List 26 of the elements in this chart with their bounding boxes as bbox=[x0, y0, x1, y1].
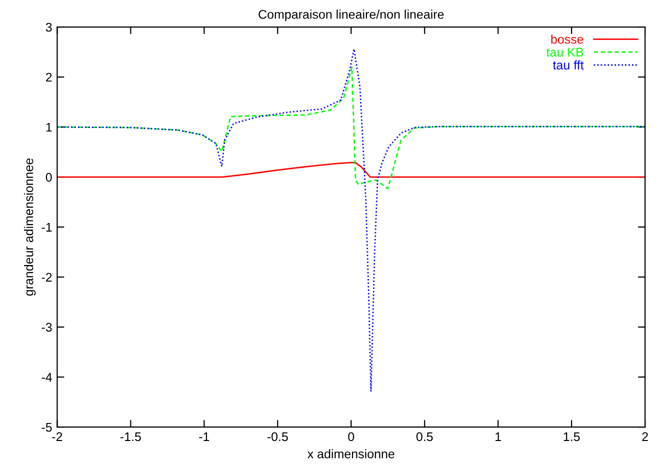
y-tick-label: -1 bbox=[42, 222, 52, 232]
x-tick-label: -1 bbox=[199, 432, 210, 441]
x-tick-label: -2 bbox=[52, 432, 62, 441]
x-tick-label: -1.5 bbox=[120, 432, 141, 442]
legend-label: bosse bbox=[551, 34, 584, 44]
y-tick-label: 0 bbox=[46, 172, 52, 182]
x-axis-title: x adimensionne bbox=[307, 449, 394, 458]
legend-label: tau KB bbox=[546, 48, 584, 57]
line-series bbox=[57, 48, 646, 392]
y-tick-label: 2 bbox=[46, 72, 52, 82]
y-axis-title: grandeur adimensionnee bbox=[24, 158, 36, 296]
chart-title: Comparaison lineaire/non lineaire bbox=[258, 10, 444, 22]
x-tick-label: 1 bbox=[496, 432, 501, 441]
y-tick-label: -3 bbox=[42, 322, 52, 332]
legend-label: tau fft bbox=[552, 60, 584, 70]
x-tick-label: 0.5 bbox=[416, 432, 433, 442]
y-tick-label: -2 bbox=[42, 272, 52, 282]
y-tick-label: -5 bbox=[42, 423, 52, 432]
y-tick-label: 1 bbox=[46, 122, 52, 132]
x-tick-label: 0 bbox=[348, 432, 354, 442]
line-series bbox=[57, 162, 646, 178]
x-tick-label: 2 bbox=[642, 432, 648, 441]
x-tick-label: -0.5 bbox=[267, 432, 288, 442]
y-tick-label: 3 bbox=[46, 22, 52, 32]
x-tick-label: 1.5 bbox=[564, 432, 580, 442]
y-tick-label: -4 bbox=[42, 372, 52, 382]
